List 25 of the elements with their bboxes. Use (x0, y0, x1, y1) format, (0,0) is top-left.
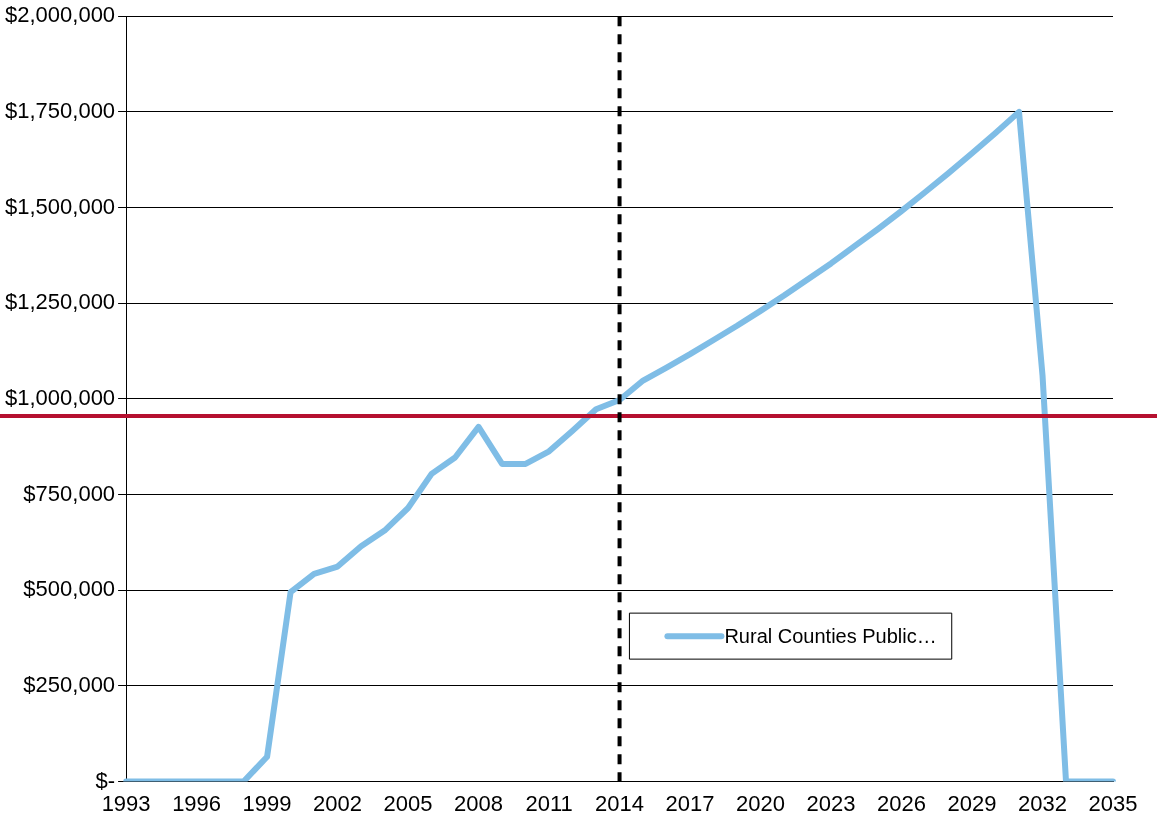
x-tick-label: 2005 (383, 790, 433, 816)
x-tick-label: 2011 (525, 790, 573, 816)
x-tick-label: 2002 (313, 790, 363, 816)
x-tick-label: 2014 (595, 790, 645, 816)
y-tick-label: $1,750,000 (5, 97, 116, 123)
legend-label: Rural Counties Public… (724, 624, 937, 647)
x-tick-label: 2026 (877, 790, 926, 816)
x-tick-label: 2029 (947, 790, 997, 816)
x-tick-label: 2032 (1018, 790, 1067, 816)
x-tick-label: 2035 (1088, 790, 1138, 816)
x-tick-label: 1993 (101, 790, 151, 816)
x-tick-label: 2008 (454, 790, 504, 816)
y-tick-label: $- (95, 767, 116, 793)
y-tick-label: $2,000,000 (5, 2, 116, 28)
y-tick-label: $1,500,000 (5, 193, 116, 219)
x-tick-label: 2023 (806, 790, 856, 816)
x-tick-label: 2017 (665, 790, 715, 816)
y-tick-label: $500,000 (23, 576, 116, 602)
x-tick-label: 1996 (172, 790, 222, 816)
y-tick-label: $250,000 (23, 671, 116, 697)
y-tick-label: $1,000,000 (5, 384, 116, 410)
y-tick-label: $1,250,000 (5, 289, 116, 315)
y-tick-label: $750,000 (23, 480, 116, 506)
x-tick-label: 2020 (736, 790, 786, 816)
x-tick-label: 1999 (242, 790, 292, 816)
